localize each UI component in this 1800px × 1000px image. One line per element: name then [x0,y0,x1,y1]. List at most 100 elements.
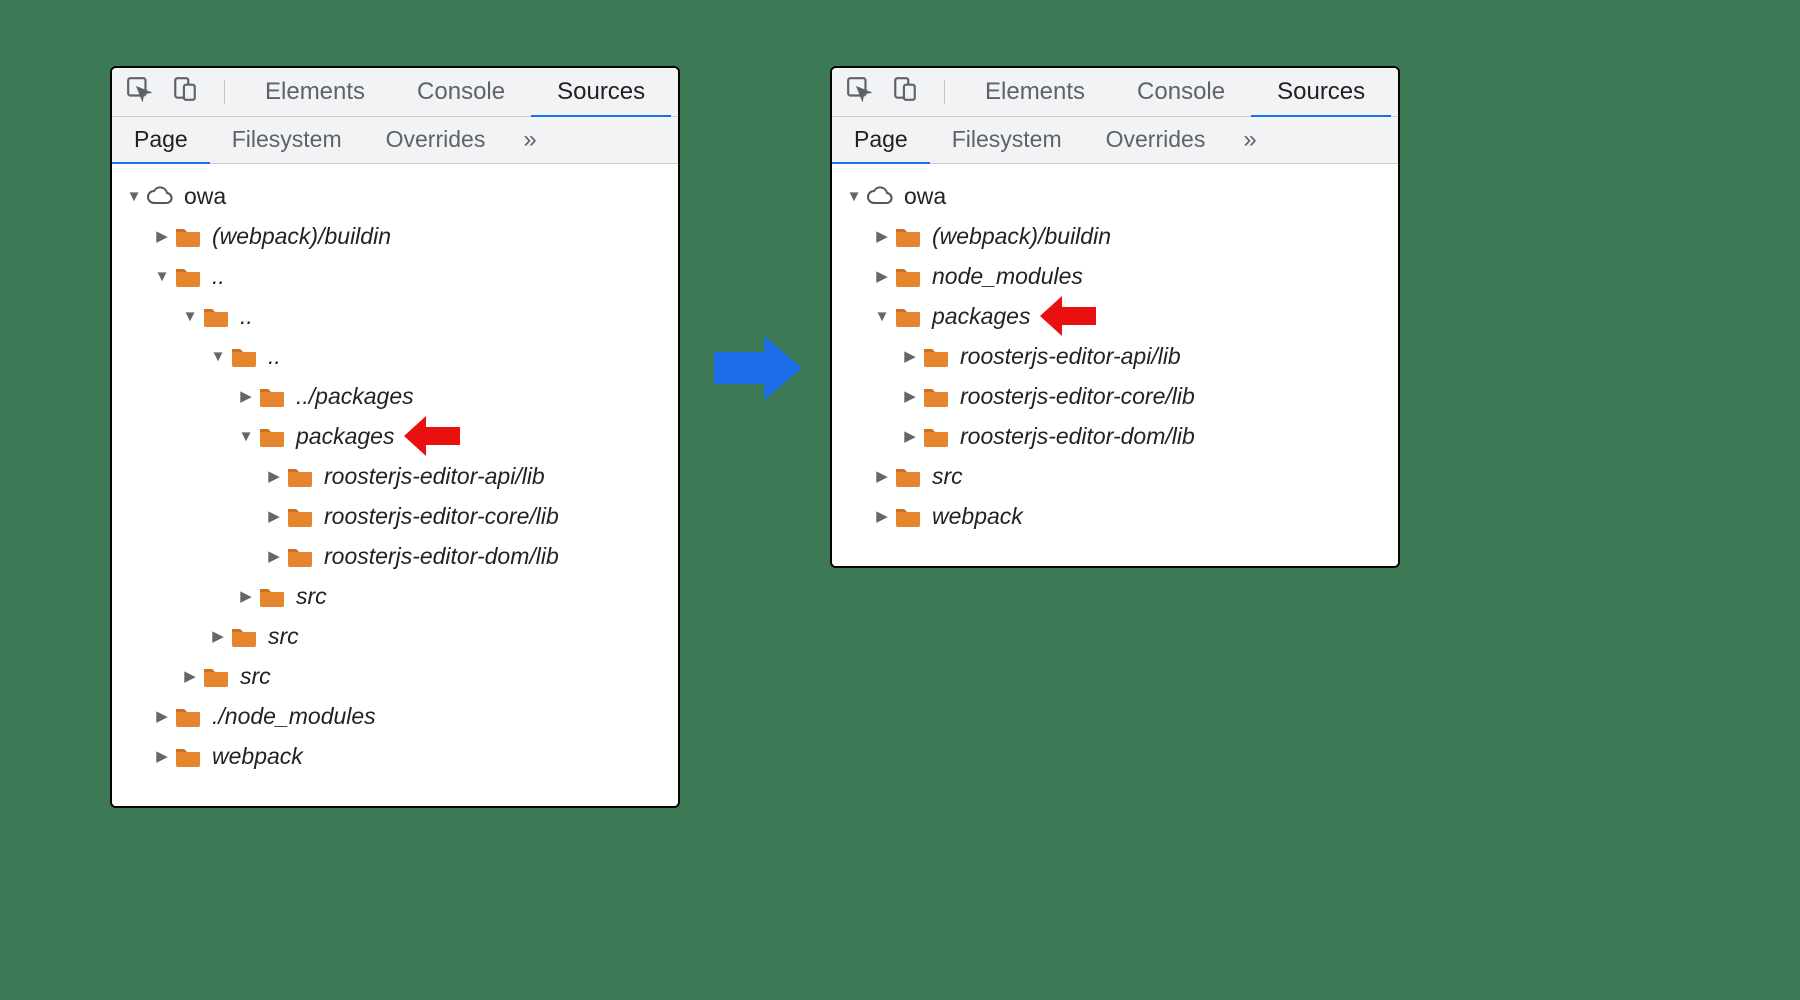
tree-item-label: roosterjs-editor-core/lib [324,503,559,530]
chevron-down-icon[interactable] [238,428,254,445]
tree-item-label: (webpack)/buildin [212,223,391,250]
folder-icon [172,265,204,287]
main-tab-console[interactable]: Console [391,68,531,117]
tree-item-label: .. [268,343,281,370]
tree-item[interactable]: ./node_modules [112,696,678,736]
chevron-right-icon[interactable] [874,267,890,285]
device-icon[interactable] [892,76,918,109]
chevron-right-icon[interactable] [154,707,170,725]
chevron-right-icon[interactable] [902,347,918,365]
tree-item[interactable]: src [112,616,678,656]
chevron-right-icon[interactable] [874,507,890,525]
chevron-right-icon[interactable] [210,627,226,645]
tree-item-label: packages [932,303,1030,330]
chevron-down-icon[interactable] [154,268,170,285]
tree-item[interactable]: .. [112,256,678,296]
sub-tab-overrides[interactable]: Overrides [1084,117,1228,164]
tree-item[interactable]: roosterjs-editor-dom/lib [112,536,678,576]
tree-item[interactable]: node_modules [832,256,1398,296]
tab-separator [224,80,225,104]
tree-item[interactable]: .. [112,336,678,376]
main-tabs: ElementsConsoleSources [112,68,678,117]
chevron-right-icon[interactable] [266,467,282,485]
chevron-right-icon[interactable] [182,667,198,685]
tree-item-label: roosterjs-editor-api/lib [960,343,1181,370]
tree-item[interactable]: (webpack)/buildin [832,216,1398,256]
chevron-down-icon[interactable] [126,188,142,205]
folder-icon [920,425,952,447]
inspect-icon[interactable] [846,76,872,109]
tree-item[interactable]: src [112,576,678,616]
main-tabs: ElementsConsoleSources [832,68,1398,117]
chevron-right-icon[interactable] [266,507,282,525]
tree-item-label: src [932,463,963,490]
sub-tab-filesystem[interactable]: Filesystem [930,117,1084,164]
source-tree-left: owa (webpack)/buildin .. .. .. ../packag… [112,164,678,808]
tree-item-label: webpack [212,743,303,770]
chevron-right-icon[interactable] [154,747,170,765]
chevron-down-icon[interactable] [210,348,226,365]
folder-icon [892,465,924,487]
tree-item[interactable]: roosterjs-editor-api/lib [112,456,678,496]
sub-tabs: PageFilesystemOverrides » [112,117,678,164]
tree-item-label: roosterjs-editor-api/lib [324,463,545,490]
main-tab-sources[interactable]: Sources [1251,68,1391,117]
chevron-right-icon[interactable] [238,387,254,405]
devtools-panel-left: ElementsConsoleSources PageFilesystemOve… [110,66,680,808]
sub-tab-page[interactable]: Page [112,117,210,164]
tree-item[interactable]: (webpack)/buildin [112,216,678,256]
source-tree-right: owa (webpack)/buildin node_modules packa… [832,164,1398,568]
chevron-right-icon[interactable] [902,387,918,405]
folder-icon [892,305,924,327]
main-tab-sources[interactable]: Sources [531,68,671,117]
chevron-down-icon[interactable] [182,308,198,325]
tree-item[interactable]: ../packages [112,376,678,416]
highlight-arrow-icon [402,413,462,459]
sub-tab-page[interactable]: Page [832,117,930,164]
sub-tabs: PageFilesystemOverrides » [832,117,1398,164]
tree-item[interactable]: packages [112,416,678,456]
main-tab-console[interactable]: Console [1111,68,1251,117]
tree-item[interactable]: src [112,656,678,696]
folder-icon [892,505,924,527]
tree-item[interactable]: roosterjs-editor-core/lib [832,376,1398,416]
sub-tab-filesystem[interactable]: Filesystem [210,117,364,164]
inspect-icon[interactable] [126,76,152,109]
tree-item[interactable]: webpack [112,736,678,776]
tree-item[interactable]: src [832,456,1398,496]
tree-item[interactable]: roosterjs-editor-core/lib [112,496,678,536]
tree-item[interactable]: owa [832,176,1398,216]
tree-item[interactable]: owa [112,176,678,216]
tree-item[interactable]: .. [112,296,678,336]
chevron-right-icon[interactable] [874,227,890,245]
tree-item-label: .. [212,263,225,290]
more-tabs-chevron[interactable]: » [507,117,552,163]
sub-tab-overrides[interactable]: Overrides [364,117,508,164]
folder-icon [892,265,924,287]
tree-item-label: packages [296,423,394,450]
chevron-right-icon[interactable] [238,587,254,605]
chevron-right-icon[interactable] [266,547,282,565]
tree-item[interactable]: roosterjs-editor-api/lib [832,336,1398,376]
folder-icon [200,305,232,327]
tree-item[interactable]: webpack [832,496,1398,536]
transition-arrow [710,332,806,404]
devtools-panel-right: ElementsConsoleSources PageFilesystemOve… [830,66,1400,568]
main-tab-elements[interactable]: Elements [959,68,1111,117]
tree-item[interactable]: roosterjs-editor-dom/lib [832,416,1398,456]
chevron-right-icon[interactable] [902,427,918,445]
folder-icon [920,385,952,407]
chevron-down-icon[interactable] [874,308,890,325]
more-tabs-chevron[interactable]: » [1227,117,1272,163]
tree-item[interactable]: packages [832,296,1398,336]
device-icon[interactable] [172,76,198,109]
chevron-right-icon[interactable] [874,467,890,485]
chevron-right-icon[interactable] [154,227,170,245]
tree-item-label: src [240,663,271,690]
main-tab-elements[interactable]: Elements [239,68,391,117]
folder-icon [256,585,288,607]
chevron-down-icon[interactable] [846,188,862,205]
folder-icon [284,465,316,487]
tree-item-label: roosterjs-editor-dom/lib [324,543,559,570]
folder-icon [228,345,260,367]
